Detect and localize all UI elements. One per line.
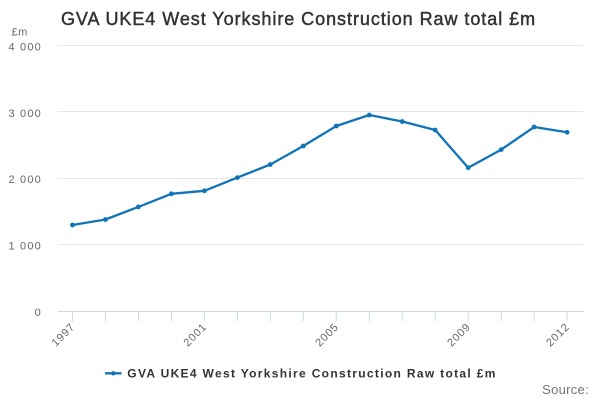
svg-text:Source:: Source: [542,382,589,397]
svg-text:3 000: 3 000 [8,108,42,120]
svg-text:GVA UKE4 West Yorkshire Constr: GVA UKE4 West Yorkshire Construction Raw… [61,9,536,29]
svg-text:2 000: 2 000 [8,174,42,186]
svg-text:GVA UKE4 West Yorkshire Constr: GVA UKE4 West Yorkshire Construction Raw… [127,367,496,381]
svg-text:£m: £m [12,27,28,39]
svg-text:1 000: 1 000 [8,241,42,253]
svg-text:4 000: 4 000 [8,42,42,54]
svg-text:0: 0 [35,307,42,319]
